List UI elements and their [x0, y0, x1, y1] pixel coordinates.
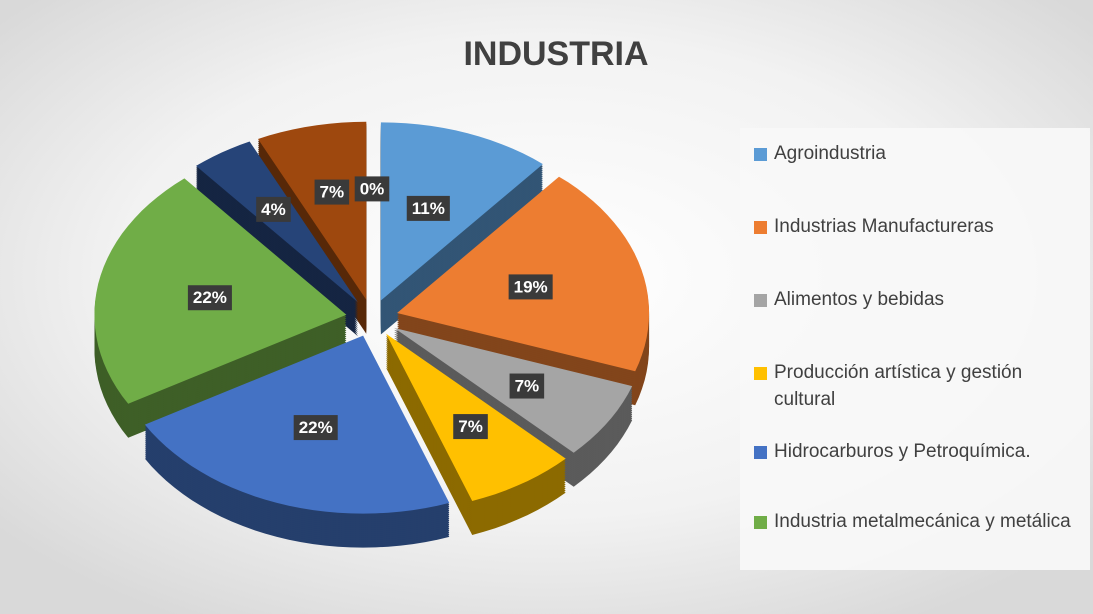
legend-label: Agroindustria — [774, 143, 886, 164]
legend-label: Industria metalmecánica y metálica — [774, 511, 1071, 532]
data-label: 0% — [360, 179, 385, 198]
legend-item: Agroindustria — [754, 140, 1074, 167]
legend-swatch — [754, 367, 767, 380]
data-label: 4% — [261, 200, 286, 219]
data-label-box — [256, 196, 291, 222]
legend-label: Producción artística y gestión cultural — [774, 362, 1023, 410]
legend-label: Hidrocarburos y Petroquímica. — [774, 441, 1031, 462]
slice — [144, 335, 450, 548]
slice — [196, 141, 358, 337]
pie — [94, 121, 650, 548]
legend-swatch — [754, 221, 767, 234]
data-label-box — [314, 179, 350, 205]
legend-item: Industria metalmecánica y metálica — [754, 508, 1074, 535]
data-label-box — [406, 195, 450, 221]
slice-top — [397, 176, 650, 372]
legend-swatch — [754, 148, 767, 161]
legend-item: Alimentos y bebidas — [754, 286, 1074, 313]
data-label: 11% — [412, 199, 445, 218]
data-label-box — [187, 285, 232, 311]
data-label-box — [509, 373, 545, 399]
legend: Agroindustria Industrias Manufactureras Al… — [740, 128, 1090, 570]
slice-top — [380, 122, 543, 301]
legend-swatch — [754, 516, 767, 529]
legend-item: Hidrocarburos y Petroquímica. — [754, 438, 1074, 465]
chart-title: INDUSTRIA — [463, 35, 648, 73]
data-label-box — [508, 274, 553, 300]
data-label: 7% — [320, 183, 345, 202]
slice — [94, 178, 347, 438]
data-label: 22% — [299, 418, 333, 437]
data-label-box — [453, 414, 488, 440]
data-label: 22% — [193, 288, 227, 307]
legend-label: Industrias Manufactureras — [774, 216, 994, 237]
legend-swatch — [754, 294, 767, 307]
legend-item: Producción artística y gestión cultural — [754, 359, 1074, 413]
data-label-box — [293, 415, 338, 441]
data-label: 7% — [458, 417, 483, 436]
data-label: 7% — [515, 377, 540, 396]
data-label: 19% — [514, 277, 548, 296]
data-labels: 11% 19% 7% 7% 22% 22% 4% 7% 0% — [187, 176, 553, 441]
data-label-box — [354, 176, 390, 202]
legend-swatch — [754, 446, 767, 459]
legend-label: Alimentos y bebidas — [774, 289, 945, 310]
slice-top — [258, 121, 367, 300]
legend-item: Industrias Manufactureras — [754, 213, 1074, 240]
